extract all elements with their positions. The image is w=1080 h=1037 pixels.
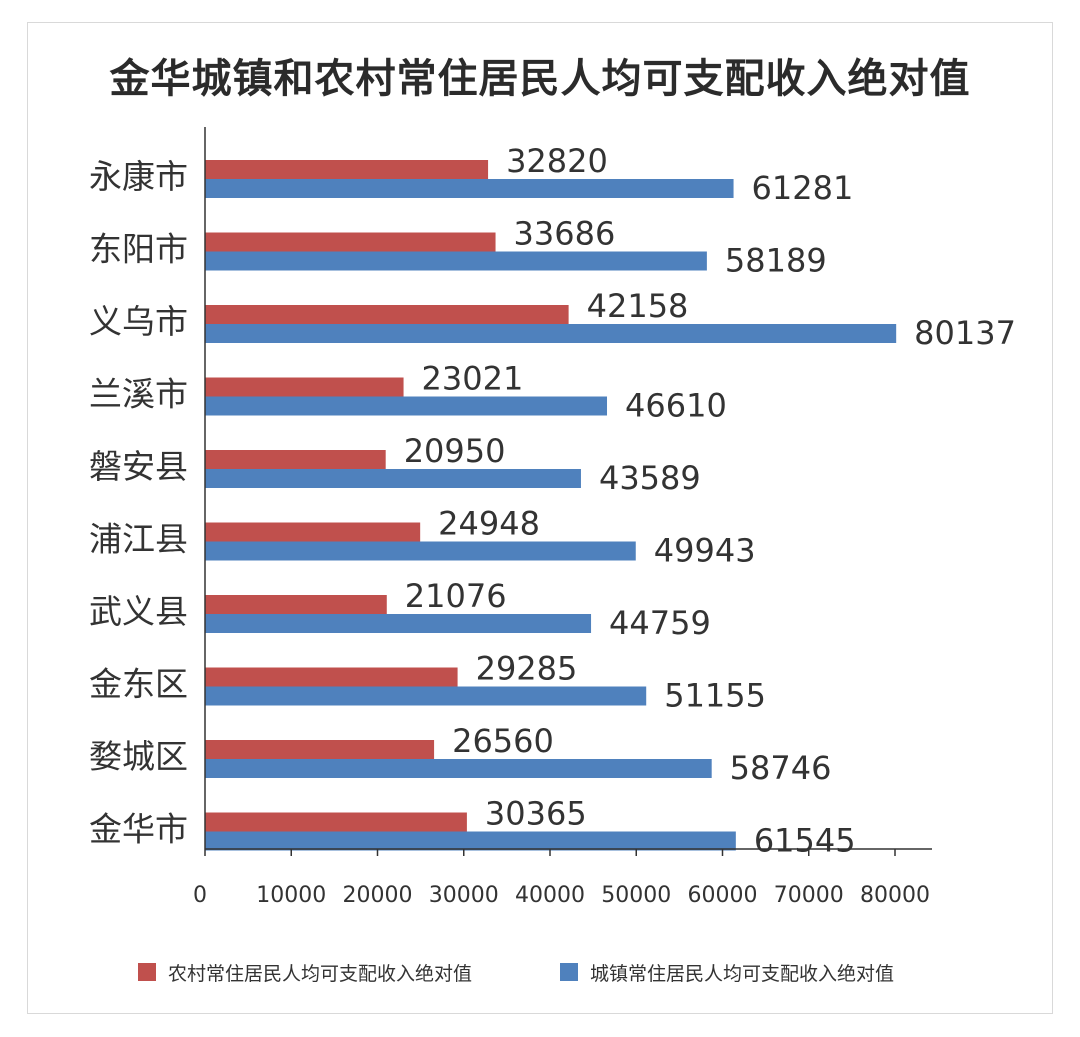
bar-urban (205, 324, 897, 343)
bar-urban (205, 396, 608, 416)
value-label-rural: 21076 (405, 577, 507, 615)
x-tick-label: 50000 (601, 883, 671, 908)
bar-rural (205, 160, 489, 179)
value-label-rural: 33686 (514, 215, 616, 253)
x-tick-label: 20000 (343, 883, 413, 908)
bar-urban (205, 686, 647, 706)
chart-title: 金华城镇和农村常住居民人均可支配收入绝对值 (109, 56, 971, 102)
value-label-urban: 49943 (654, 532, 756, 570)
category-label: 浦江县 (89, 520, 188, 559)
bar-rural (205, 812, 467, 832)
x-tick-label: 40000 (515, 883, 585, 908)
bar-rural (205, 667, 458, 687)
value-label-urban: 43589 (599, 459, 701, 497)
legend-label-urban: 城镇常住居民人均可支配收入绝对值 (590, 963, 894, 985)
bar-rural (205, 450, 386, 469)
value-label-rural: 42158 (587, 287, 689, 325)
value-label-urban: 61281 (752, 169, 854, 207)
category-label: 金华市 (89, 810, 188, 849)
bar-rural (205, 305, 569, 324)
value-label-rural: 23021 (422, 360, 524, 398)
bar-rural (205, 377, 404, 397)
bar-rural (205, 595, 387, 614)
legend-swatch-rural (138, 963, 156, 981)
x-tick-label: 70000 (774, 883, 844, 908)
x-tick-label: 0 (193, 883, 207, 908)
bar-urban (205, 759, 712, 778)
category-label: 兰溪市 (89, 375, 188, 414)
bar-urban (205, 251, 707, 271)
legend: 农村常住居民人均可支配收入绝对值 城镇常住居民人均可支配收入绝对值 (138, 963, 894, 985)
axes-layer: 0 10000 20000 30000 40000 50000 60000 70000 8000… (193, 127, 932, 908)
value-label-rural: 29285 (476, 650, 578, 688)
category-label: 永康市 (89, 157, 188, 196)
value-label-urban: 46610 (625, 387, 727, 425)
bar-urban (205, 614, 592, 633)
bar-rural (205, 740, 435, 759)
x-tick-label: 30000 (429, 883, 499, 908)
value-label-urban: 58189 (725, 242, 827, 280)
bar-urban (205, 541, 636, 561)
bar-urban (205, 831, 736, 851)
x-tick-label: 60000 (688, 883, 758, 908)
x-tick-label: 10000 (256, 883, 326, 908)
bar-urban (205, 469, 581, 488)
bar-rural (205, 522, 421, 542)
x-tick-label: 80000 (860, 883, 930, 908)
value-label-rural: 24948 (438, 505, 540, 543)
bar-urban (205, 179, 734, 198)
category-label: 婺城区 (89, 737, 188, 776)
value-label-urban: 80137 (914, 314, 1016, 352)
bars-layer (205, 160, 897, 851)
category-label: 金东区 (89, 665, 188, 704)
value-label-rural: 30365 (485, 795, 587, 833)
category-label: 东阳市 (89, 230, 188, 269)
category-label: 义乌市 (89, 302, 188, 341)
bar-rural (205, 232, 496, 252)
category-label: 磐安县 (89, 447, 188, 486)
legend-label-rural: 农村常住居民人均可支配收入绝对值 (168, 963, 472, 985)
value-label-rural: 26560 (452, 722, 554, 760)
category-label: 武义县 (89, 592, 188, 631)
value-label-rural: 32820 (506, 142, 608, 180)
value-label-urban: 58746 (730, 749, 832, 787)
value-label-urban: 61545 (754, 822, 856, 860)
value-label-rural: 20950 (404, 432, 506, 470)
labels-layer: 永康市 32820 61281 东阳市 33686 58189 义乌市 42158 80137 兰… (89, 142, 1016, 860)
value-label-urban: 51155 (664, 677, 766, 715)
value-label-urban: 44759 (609, 604, 711, 642)
legend-swatch-urban (560, 963, 578, 981)
